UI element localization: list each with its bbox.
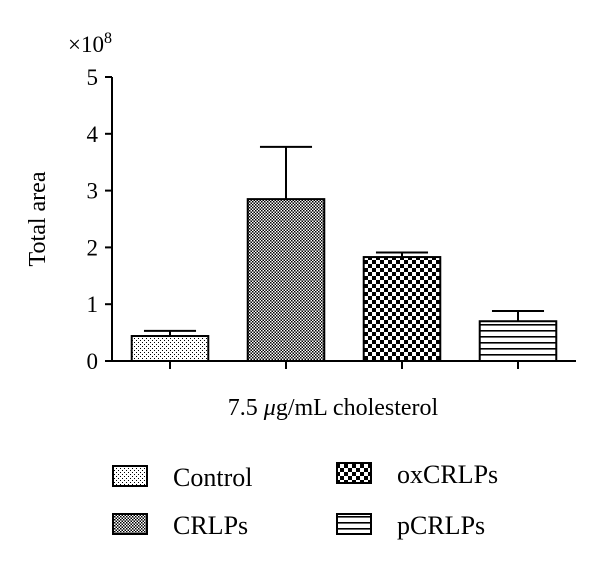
- bar-crlps: [246, 198, 326, 362]
- y-axis-label: Total area: [25, 171, 51, 266]
- bar-control: [130, 335, 210, 362]
- legend-label-pcrlps: pCRLPs: [397, 511, 485, 540]
- legend-label-oxcrlps: oxCRLPs: [397, 460, 498, 489]
- legend-swatch-control: [112, 465, 148, 487]
- y-tick-label: 5: [87, 65, 99, 90]
- bars-group: [130, 145, 558, 362]
- legend-label-crlps: CRLPs: [173, 511, 248, 540]
- legend-swatch-oxcrlps: [336, 462, 372, 484]
- legend-swatch-crlps: [112, 513, 148, 535]
- x-axis-label-prefix: 7.5: [228, 395, 264, 421]
- y-tick-label: 0: [87, 349, 99, 374]
- x-axis-ticks: [169, 361, 519, 369]
- y-scale-base: ×10: [68, 32, 104, 57]
- y-scale-label: ×108: [68, 30, 112, 57]
- y-scale-exponent: 8: [104, 30, 112, 47]
- bar-oxcrlps: [362, 256, 442, 362]
- legend: Control CRLPs oxCRLPs pCRLPs: [112, 460, 498, 540]
- y-tick-label: 2: [87, 235, 99, 260]
- legend-label-control: Control: [173, 463, 252, 492]
- x-axis-label-suffix: g/mL cholesterol: [276, 395, 439, 421]
- y-tick-label: 4: [87, 122, 99, 147]
- x-axis-label-mu: μ: [263, 395, 276, 421]
- y-tick-label: 3: [87, 179, 99, 204]
- x-axis-label: 7.5 μg/mL cholesterol: [228, 395, 439, 421]
- legend-swatch-pcrlps: [336, 513, 372, 535]
- y-tick-label: 1: [87, 292, 99, 317]
- bar-pcrlps: [478, 320, 558, 362]
- y-axis-ticks: 0 1 2 3 4 5: [87, 65, 112, 374]
